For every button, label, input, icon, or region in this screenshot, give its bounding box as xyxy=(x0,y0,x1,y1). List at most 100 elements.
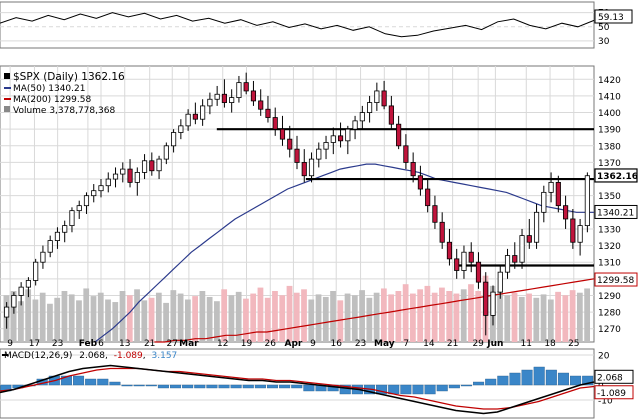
candle-body xyxy=(83,195,90,207)
candle-body xyxy=(156,158,162,172)
price-right-labels: 1362.16 1340.21 1299.58 xyxy=(594,168,638,287)
macd-label: MACD(12,26,9) xyxy=(4,351,72,361)
macd-histogram-bar xyxy=(448,384,460,389)
macd-panel: 200-10 MACD(12,26,9) 2.068, -1.089, 3.15… xyxy=(0,348,634,419)
x-axis-labels: 9 17 23 Feb 6 13 21 27 Mar 12 19 26 Apr 9 16 23 May 7 14 21… xyxy=(7,339,579,349)
x-axis-label: 29 xyxy=(472,339,484,349)
volume-bar xyxy=(18,301,24,342)
volume-bar xyxy=(272,291,278,342)
volume-bar xyxy=(126,295,133,342)
candle-body xyxy=(171,132,177,147)
rsi-value-label: 59.13 xyxy=(598,13,624,23)
volume-bar xyxy=(308,299,315,342)
candle-body xyxy=(316,148,322,160)
volume-bar xyxy=(504,295,511,342)
candlesticks xyxy=(4,72,590,336)
x-axis-label: 9 xyxy=(7,339,13,349)
candle-body xyxy=(308,158,315,177)
macd-histogram-bar xyxy=(279,384,291,389)
candle-body xyxy=(396,123,402,147)
rsi-grid xyxy=(0,12,594,42)
macd-value1: 2.068 xyxy=(79,351,105,361)
candle-body xyxy=(577,225,583,243)
candle-body xyxy=(69,210,75,227)
volume-bar xyxy=(264,297,271,342)
candle-body xyxy=(432,205,438,223)
macd-histogram-bar xyxy=(85,378,97,386)
svg-text:MACD(12,26,9) 2.068,: MACD(12,26,9) 2.068, -1.089, 3.157 xyxy=(4,351,177,361)
volume-bar xyxy=(25,289,32,342)
x-axis-label: 12 xyxy=(217,339,228,349)
volume-bar xyxy=(584,288,590,342)
macd-histogram-bar xyxy=(400,384,412,395)
macd-histogram-bar xyxy=(194,384,206,389)
candle-body xyxy=(388,105,394,125)
macd-histogram-bar xyxy=(206,384,218,389)
candle-body xyxy=(25,280,31,288)
volume-bar xyxy=(301,289,307,342)
rsi-line xyxy=(0,12,595,38)
volume-bar xyxy=(395,291,402,342)
macd-histogram-bar xyxy=(97,378,109,386)
volume-bar xyxy=(105,299,111,342)
volume-bar xyxy=(460,289,467,342)
candle-body xyxy=(294,148,300,163)
volume-bar xyxy=(119,291,126,342)
candle-body xyxy=(425,188,431,207)
macd-histogram-bar xyxy=(436,384,448,392)
x-axis-label: 16 xyxy=(330,339,342,349)
candle-body xyxy=(555,181,561,207)
volume-bar xyxy=(518,296,525,342)
candle-body xyxy=(11,295,17,308)
volume-bar xyxy=(61,291,68,342)
price-tick-label: 1400 xyxy=(598,109,621,119)
volume-bar xyxy=(76,300,82,342)
x-axis-label: 18 xyxy=(544,339,556,349)
candle-body xyxy=(468,251,474,263)
candle-body xyxy=(112,173,119,180)
candle-body xyxy=(570,218,576,243)
ma200-line xyxy=(154,278,595,343)
x-axis-label: 19 xyxy=(241,339,253,349)
candle-body xyxy=(512,255,518,263)
volume-bar xyxy=(112,302,119,342)
macd-histogram-bar xyxy=(460,384,472,387)
volume-bar xyxy=(576,292,583,342)
macd-histogram-bar xyxy=(545,369,557,386)
rsi-tick-label: 50 xyxy=(598,23,610,33)
candle-body xyxy=(497,271,503,293)
volume-bar xyxy=(526,293,532,342)
volume-bar xyxy=(257,287,264,342)
macd-histogram-bar xyxy=(170,384,182,389)
x-axis-label: 21 xyxy=(447,339,458,349)
macd-histogram-bar xyxy=(182,384,194,389)
price-tick-label: 1420 xyxy=(598,76,621,86)
volume-bar xyxy=(540,294,547,342)
candle-body xyxy=(345,128,351,142)
macd-histogram-bar xyxy=(242,384,254,389)
candle-body xyxy=(120,168,126,175)
volume-bar xyxy=(547,299,554,342)
macd-right-label-box xyxy=(594,385,634,400)
candle-body xyxy=(127,168,133,183)
candle-body xyxy=(149,160,155,172)
candle-body xyxy=(541,191,547,213)
candle-body xyxy=(381,90,387,107)
macd-tick-label: -10 xyxy=(598,397,613,407)
volume-bar xyxy=(192,296,198,342)
volume-bar xyxy=(337,300,344,342)
candle-body xyxy=(200,105,206,120)
macd-signal-line xyxy=(0,367,595,410)
x-axis-label: 6 xyxy=(98,339,104,349)
volume-bars xyxy=(3,275,590,342)
macd-value3: 3.157 xyxy=(152,351,178,361)
volume-bar xyxy=(235,291,242,342)
volume-bar xyxy=(373,292,380,342)
x-axis-label: 26 xyxy=(265,339,277,349)
volume-bar xyxy=(475,291,482,342)
candle-body xyxy=(4,306,10,318)
candle-body xyxy=(410,162,416,177)
candle-body xyxy=(301,162,307,177)
x-axis-label: 9 xyxy=(310,339,316,349)
volume-bar xyxy=(410,293,416,342)
